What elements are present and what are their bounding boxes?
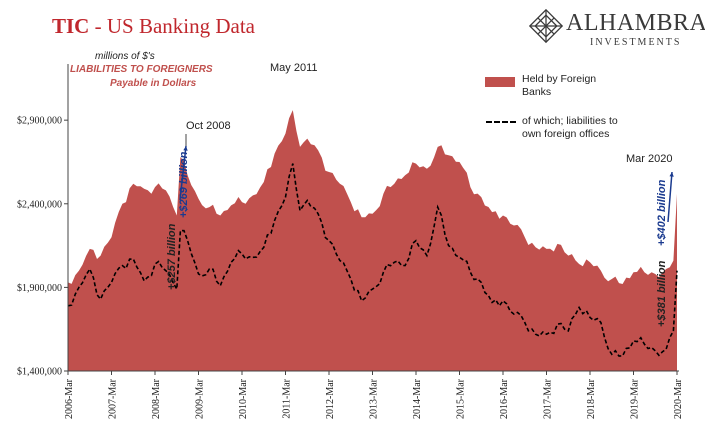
x-tick-label: 2017-Mar <box>543 378 554 419</box>
annotation-may-2011: May 2011 <box>270 62 318 74</box>
x-tick-label: 2013-Mar <box>369 378 380 419</box>
y-tick-label: $1,400,000 <box>17 367 62 378</box>
y-tick-label: $2,400,000 <box>17 199 62 210</box>
alhambra-logo-icon <box>528 8 564 44</box>
x-tick-label: 2010-Mar <box>238 378 249 419</box>
series-line-own-foreign-offices <box>67 163 678 357</box>
series-note-line2: Payable in Dollars <box>110 78 197 89</box>
annotation-arrow-2008-head <box>183 146 188 151</box>
y-tick-label: $1,900,000 <box>17 283 62 294</box>
annotation-change-2008-bottom: +$257 billion <box>166 223 178 290</box>
x-tick-label: 2006-Mar <box>64 378 75 419</box>
legend-dash-line1: of which; liabilities to <box>522 115 618 127</box>
brand-name: ALHAMBRA <box>566 10 705 36</box>
x-tick-label: 2016-Mar <box>499 378 510 419</box>
x-tick-label: 2019-Mar <box>630 378 641 419</box>
x-tick-label: 2008-Mar <box>151 378 162 419</box>
x-tick-label: 2012-Mar <box>325 378 336 419</box>
annotation-change-2020-top: +$402 billion <box>656 179 668 246</box>
annotation-oct-2008: Oct 2008 <box>186 120 231 132</box>
y-tick-label: $2,900,000 <box>17 116 62 127</box>
title-sep: - <box>89 14 107 38</box>
legend-label-dashed: of which; liabilities to own foreign off… <box>522 115 618 141</box>
annotation-change-2008-top: +$269 billion <box>178 151 190 218</box>
chart-title: TIC - US Banking Data <box>52 14 255 39</box>
x-tick-label: 2018-Mar <box>586 378 597 419</box>
legend-area-line2: Banks <box>522 86 552 98</box>
x-tick-label: 2011-Mar <box>282 378 293 418</box>
title-tic: TIC <box>52 14 90 38</box>
x-tick-label: 2015-Mar <box>456 378 467 419</box>
title-rest: US Banking Data <box>106 14 256 38</box>
legend-label-area: Held by Foreign Banks <box>522 73 596 99</box>
legend-area-line1: Held by Foreign <box>522 73 597 85</box>
series-area-held-by-foreign-banks <box>68 110 677 371</box>
annotation-arrow-2008 <box>179 145 187 201</box>
x-tick-label: 2007-Mar <box>108 378 119 419</box>
legend-swatch-area <box>485 77 515 87</box>
legend-dash-line2: own foreign offices <box>522 128 610 140</box>
annotation-arrow-2020-head <box>669 172 674 177</box>
annotation-arrow-2020 <box>667 171 673 223</box>
annotation-mar-2020: Mar 2020 <box>626 153 673 165</box>
x-tick-label: 2014-Mar <box>412 378 423 419</box>
brand-subtitle: INVESTMENTS <box>590 37 682 48</box>
legend-swatch-dashed <box>486 121 516 123</box>
x-tick-label: 2009-Mar <box>195 378 206 419</box>
x-tick-label: 2020-Mar <box>673 378 684 419</box>
annotation-change-2020-bottom: +$381 billion <box>656 260 668 327</box>
series-note-line1: LIABILITIES TO FOREIGNERS <box>70 64 213 75</box>
units-note: millions of $'s <box>95 51 155 62</box>
